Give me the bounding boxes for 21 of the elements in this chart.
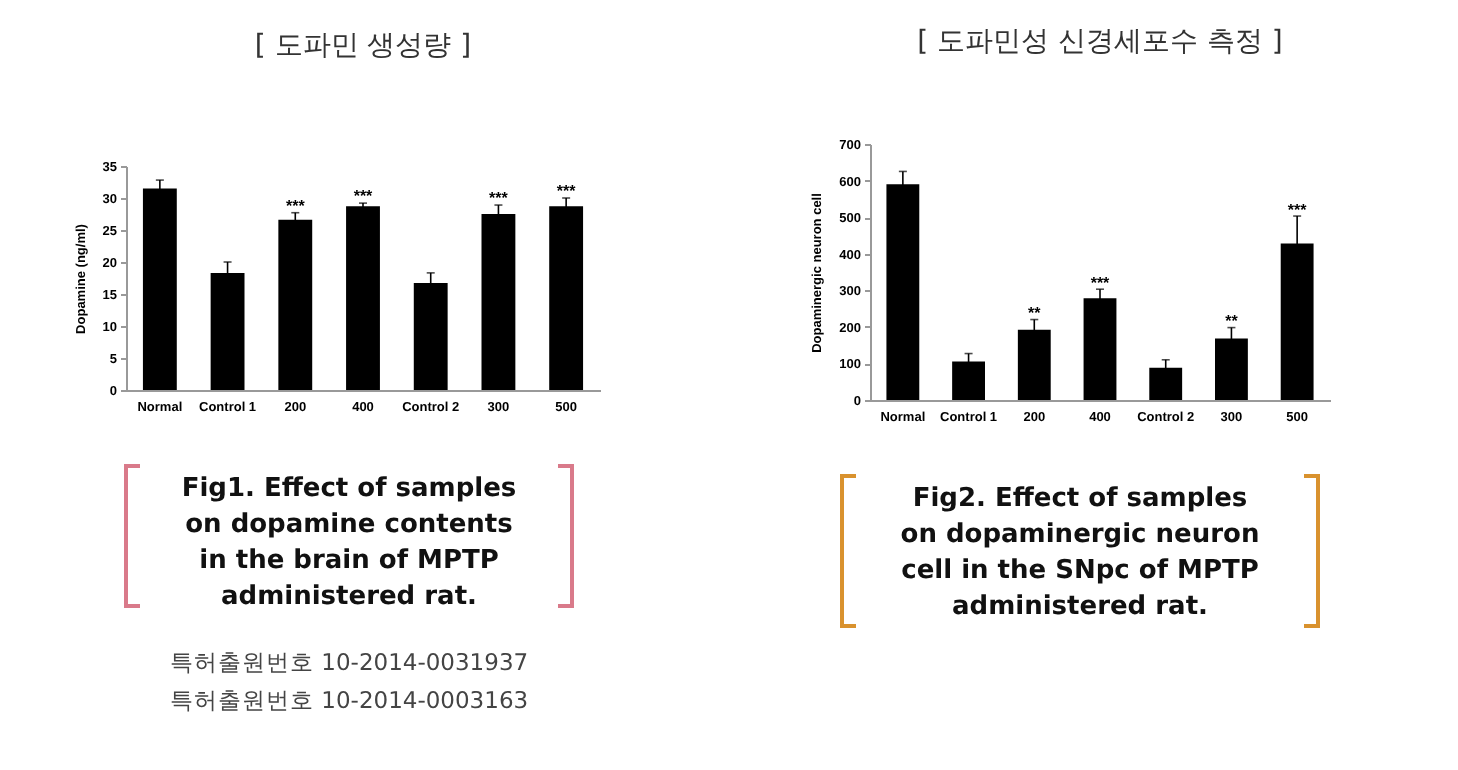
chart-title: [ 도파민성 신경세포수 측정 ] <box>915 24 1285 60</box>
caption: Fig1. Effect of samples on dopamine contents in the brain of MPTP administered rat. <box>179 472 519 616</box>
annotation: ** <box>1028 304 1043 323</box>
text: 특허출원번호 10-2014-0031937 <box>170 646 529 680</box>
annotation: *** <box>1090 273 1112 292</box>
text: 특허출원번호 10-2014-0003163 <box>170 684 529 718</box>
bar <box>549 206 584 390</box>
annotation: *** <box>556 182 578 201</box>
bar <box>1149 367 1183 400</box>
annotation: *** <box>489 189 510 208</box>
bar <box>1083 298 1117 400</box>
annotation: *** <box>1287 200 1309 219</box>
annotation: *** <box>353 187 375 206</box>
annotation: *** <box>285 196 307 215</box>
annotation: ** <box>1225 312 1240 331</box>
caption: Fig2. Effect of samples on dopaminergic neuron cell in the SNpc of MPTP administered rat. <box>898 482 1262 626</box>
bar <box>952 361 985 400</box>
chart-title: [ 도파민 생성량 ] <box>252 28 474 64</box>
bar <box>142 188 177 390</box>
bar <box>481 214 516 390</box>
bar <box>278 219 313 390</box>
